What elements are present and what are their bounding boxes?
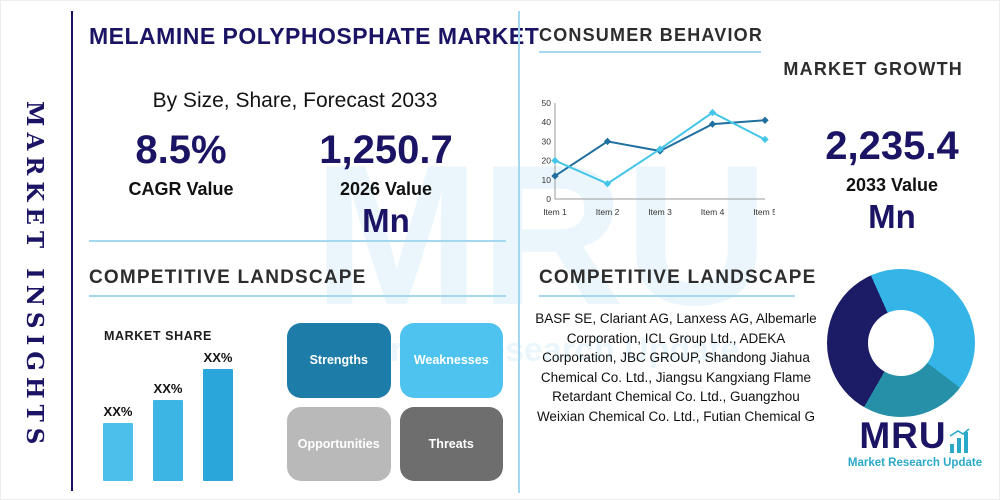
left-horizontal-divider <box>89 240 506 242</box>
svg-text:20: 20 <box>542 156 552 166</box>
bar-item: XX% <box>203 350 233 481</box>
stat-2033: 2,235.4 2033 Value Mn <box>793 125 991 236</box>
cagr-value: 8.5% <box>135 128 227 172</box>
svg-text:0: 0 <box>546 194 551 204</box>
bar-item: XX% <box>153 381 183 481</box>
unit-2026: Mn <box>362 202 410 239</box>
bar-item: XX% <box>103 404 133 481</box>
svg-text:Item 4: Item 4 <box>701 207 725 217</box>
svg-text:30: 30 <box>542 136 552 146</box>
market-share-label: MARKET SHARE <box>104 329 212 343</box>
logo-tagline: Market Research Update <box>847 457 983 469</box>
stat-cagr: 8.5% CAGR Value <box>101 129 261 200</box>
svg-text:50: 50 <box>542 98 552 108</box>
label-2033: 2033 Value <box>845 175 939 195</box>
bar <box>103 423 133 481</box>
value-2033: 2,235.4 <box>825 124 959 168</box>
line-chart: 0 10 20 30 40 50 Item 1 Item 2 Item 3 Item 4 Item … <box>542 98 775 217</box>
section-consumer-behavior: CONSUMER BEHAVIOR <box>539 25 764 45</box>
svg-text:40: 40 <box>542 117 552 127</box>
svg-text:Item 1: Item 1 <box>543 207 567 217</box>
center-vertical-divider <box>518 11 520 493</box>
brand-logo: MRU Market Research Update <box>839 417 991 469</box>
vertical-rail-line <box>71 11 73 491</box>
bar-chart: XX% XX% XX% <box>103 347 273 481</box>
competitive-landscape-right-underline <box>539 295 795 297</box>
cagr-label: CAGR Value <box>128 179 234 199</box>
section-market-growth: MARKET GROWTH <box>783 59 963 79</box>
bar-value-label: XX% <box>203 350 233 365</box>
logo-bars-icon <box>949 428 970 453</box>
donut-chart <box>827 269 975 417</box>
bar-value-label: XX% <box>153 381 183 396</box>
svg-text:Item 2: Item 2 <box>596 207 620 217</box>
page-subtitle: By Size, Share, Forecast 2033 <box>152 89 438 112</box>
consumer-behavior-underline <box>539 51 761 53</box>
swot-grid: Strengths Weaknesses Opportunities Threa… <box>287 323 503 481</box>
vertical-rail-label: MARKET INSIGHTS <box>21 101 48 451</box>
value-2026: 1,250.7 <box>319 128 453 172</box>
competitive-landscape-left-underline <box>89 295 506 297</box>
unit-2033: Mn <box>868 198 916 235</box>
company-list: BASF SE, Clariant AG, Lanxess AG, Albema… <box>535 311 817 424</box>
svg-text:10: 10 <box>542 175 552 185</box>
swot-weaknesses-box: Weaknesses <box>399 323 503 398</box>
bar <box>153 400 183 481</box>
logo-text: MRU <box>859 415 947 456</box>
swot-strengths-box: Strengths <box>287 323 391 398</box>
swot-threats-box: Threats <box>399 406 503 481</box>
stat-2026: 1,250.7 2026 Value Mn <box>291 129 481 240</box>
swot-opportunities-box: Opportunities <box>287 406 391 481</box>
bar-value-label: XX% <box>103 404 133 419</box>
bar <box>203 369 233 481</box>
label-2026: 2026 Value <box>339 179 433 199</box>
section-competitive-landscape-right: COMPETITIVE LANDSCAPE <box>539 267 817 288</box>
donut-hole <box>868 310 934 376</box>
svg-text:Item 3: Item 3 <box>648 207 672 217</box>
svg-text:Item 5: Item 5 <box>753 207 775 217</box>
page-title: MELAMINE POLYPHOSPHATE MARKET <box>89 23 540 49</box>
section-competitive-landscape-left: COMPETITIVE LANDSCAPE <box>89 267 367 288</box>
